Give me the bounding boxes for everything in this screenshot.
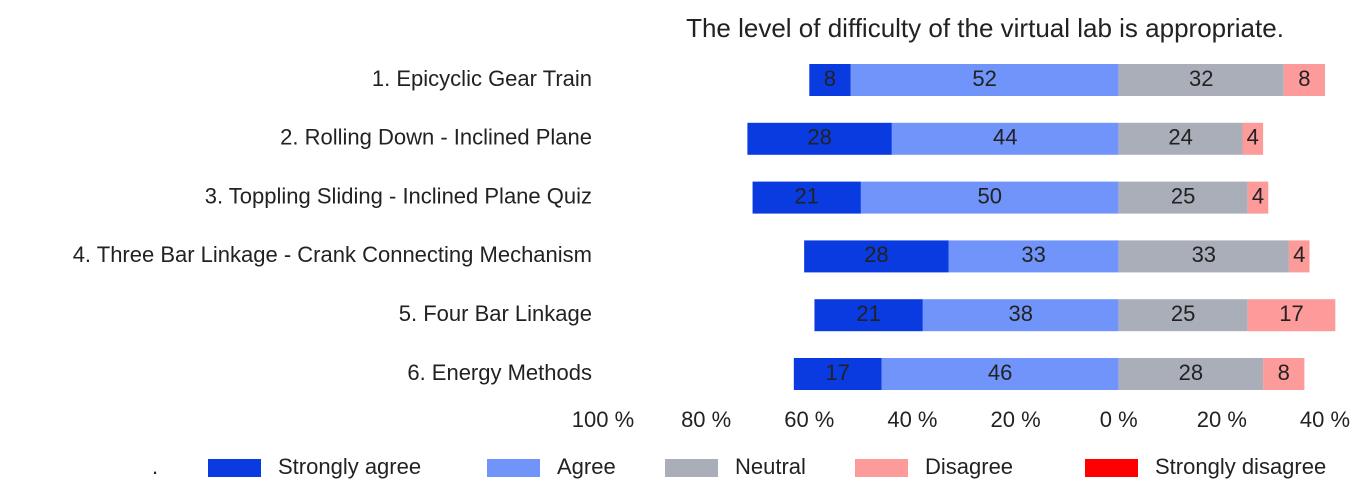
x-tick-label: 40 % <box>887 407 937 432</box>
bar-label: 25 <box>1171 301 1195 326</box>
legend-swatch <box>855 459 908 477</box>
category-label: 3. Toppling Sliding - Inclined Plane Qui… <box>205 183 592 208</box>
category-label: 5. Four Bar Linkage <box>399 301 592 326</box>
bar-segment <box>922 299 1119 332</box>
bar-segment <box>1288 240 1310 273</box>
legend-label: Neutral <box>735 454 806 479</box>
bar-label: 33 <box>1021 242 1045 267</box>
bar-segment <box>809 64 851 96</box>
bar-label: 28 <box>864 242 888 267</box>
bar-label: 4 <box>1252 183 1264 208</box>
category-label: 2. Rolling Down - Inclined Plane <box>280 125 592 150</box>
legend-swatch <box>1085 459 1138 477</box>
legend-label: Strongly agree <box>278 454 421 479</box>
x-tick-label: 80 % <box>681 407 731 432</box>
bar-label: 21 <box>794 183 818 208</box>
bar-label: 8 <box>1298 66 1310 91</box>
bar-segment <box>891 122 1119 155</box>
bar-segment <box>804 240 949 273</box>
bar-label: 8 <box>1278 360 1290 385</box>
bar-segment <box>1283 64 1325 96</box>
legend-label: Disagree <box>925 454 1013 479</box>
bar-label: 44 <box>993 125 1017 150</box>
bar-label: 8 <box>824 66 836 91</box>
bar-label: 38 <box>1008 301 1032 326</box>
bar-label: 4 <box>1247 125 1259 150</box>
category-label: 4. Three Bar Linkage - Crank Connecting … <box>73 242 592 267</box>
bar-label: 21 <box>856 301 880 326</box>
x-tick-label: 60 % <box>784 407 834 432</box>
bar-segment <box>850 64 1119 96</box>
bar-label: 28 <box>1179 360 1203 385</box>
category-label: 6. Energy Methods <box>407 360 592 385</box>
x-tick-label: 40 % <box>1300 407 1350 432</box>
bar-segment <box>1118 64 1284 96</box>
bar-label: 52 <box>972 66 996 91</box>
bar-label: 50 <box>978 183 1002 208</box>
legend-swatch <box>665 459 718 477</box>
x-tick-label: 20 % <box>990 407 1040 432</box>
bar-label: 25 <box>1171 183 1195 208</box>
bar-label: 4 <box>1293 242 1305 267</box>
legend-label: Strongly disagree <box>1155 454 1326 479</box>
legend-swatch <box>208 459 261 477</box>
x-tick-label: 0 % <box>1100 407 1138 432</box>
bar-segment <box>1118 122 1243 155</box>
bar-segment <box>1118 240 1289 273</box>
bar-segment <box>1247 299 1336 332</box>
bar-label: 46 <box>988 360 1012 385</box>
x-tick-label: 100 % <box>572 407 634 432</box>
x-tick-label: 20 % <box>1197 407 1247 432</box>
bar-segment <box>793 358 882 390</box>
bar-label: 24 <box>1168 125 1192 150</box>
legend-label: Agree <box>557 454 616 479</box>
chart-title: The level of difficulty of the virtual l… <box>686 13 1284 43</box>
bar-segment <box>1118 299 1248 332</box>
bar-label: 33 <box>1192 242 1216 267</box>
bar-segment <box>1242 122 1264 155</box>
bar-segment <box>881 358 1119 390</box>
bar-segment <box>747 122 892 155</box>
bar-segment <box>1118 181 1248 214</box>
bar-segment <box>1263 358 1305 390</box>
bar-segment <box>814 299 923 332</box>
bar-segment <box>948 240 1119 273</box>
bar-segment <box>1118 358 1264 390</box>
bar-segment <box>752 181 861 214</box>
bar-label: 17 <box>825 360 849 385</box>
bar-label: 28 <box>807 125 831 150</box>
bar-segment <box>860 181 1119 214</box>
category-label: 1. Epicyclic Gear Train <box>372 66 592 91</box>
bar-segment <box>1247 181 1269 214</box>
legend-swatch <box>487 459 540 477</box>
legend-prefix: . <box>152 454 158 479</box>
bar-label: 17 <box>1279 301 1303 326</box>
bar-label: 32 <box>1189 66 1213 91</box>
